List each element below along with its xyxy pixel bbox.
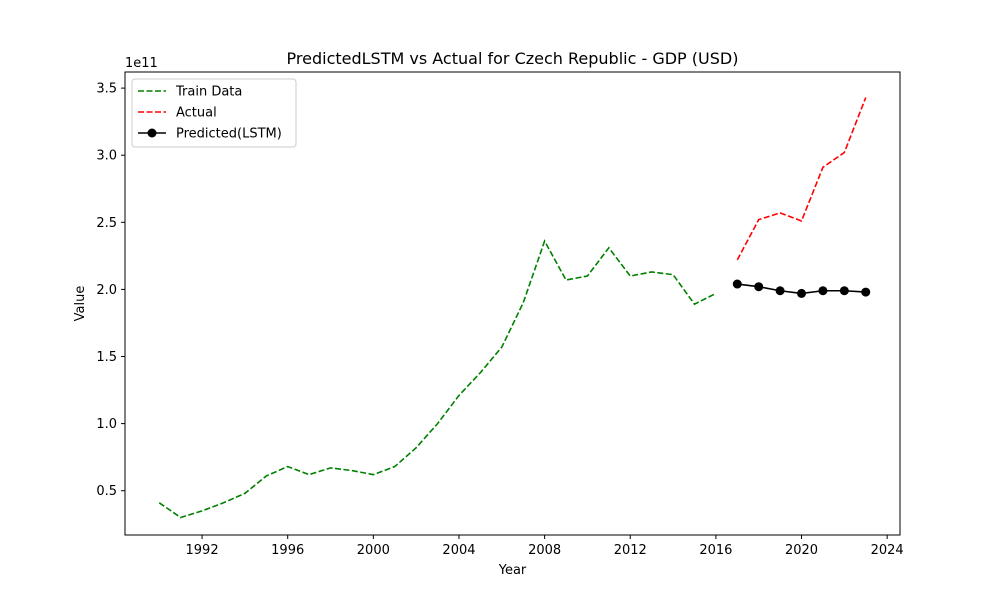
y-tick-label: 3.5: [96, 82, 117, 97]
x-tick-label: 1996: [271, 543, 304, 558]
y-tick-label: 1.0: [96, 417, 117, 432]
x-tick-label: 2004: [442, 543, 475, 558]
legend-label-actual: Actual: [176, 106, 217, 121]
x-tick-label: 2008: [528, 543, 561, 558]
data-point-predicted-lstm: [732, 279, 742, 289]
y-tick-label: 3.0: [96, 149, 117, 164]
x-axis-label: Year: [498, 563, 527, 578]
legend-box: [131, 78, 297, 148]
series-line-actual: [736, 97, 867, 261]
y-offset-label: 1e11: [125, 56, 158, 71]
data-point-predicted-lstm: [797, 288, 807, 298]
series-line-train-data: [158, 239, 717, 519]
x-tick-label: 1992: [186, 543, 219, 558]
data-point-predicted-lstm: [818, 286, 828, 296]
data-point-predicted-lstm: [775, 286, 785, 296]
y-tick-label: 2.5: [96, 216, 117, 231]
chart-title: PredictedLSTM vs Actual for Czech Republ…: [287, 49, 739, 68]
legend-marker-predicted-lstm: [147, 128, 157, 138]
plot-area: 1992 1996 2000 2004 2008 2012 2016 2020 2024 0.5 1…: [96, 71, 904, 558]
data-point-predicted-lstm: [839, 286, 849, 296]
x-tick-label: 2020: [785, 543, 818, 558]
y-tick-label: 0.5: [96, 484, 117, 499]
x-tick-label: 2016: [699, 543, 732, 558]
x-tick-label: 2024: [871, 543, 904, 558]
legend-label-train-data: Train Data: [175, 85, 242, 100]
x-tick-label: 2012: [614, 543, 647, 558]
y-tick-label: 2.0: [96, 283, 117, 298]
legend-label-predicted-lstm: Predicted(LSTM): [176, 127, 282, 142]
y-axis-label: Value: [73, 286, 88, 322]
data-point-predicted-lstm: [861, 287, 871, 297]
x-tick-label: 2000: [357, 543, 390, 558]
data-point-predicted-lstm: [754, 282, 764, 292]
y-tick-label: 1.5: [96, 350, 117, 365]
axes-frame: [124, 71, 901, 536]
